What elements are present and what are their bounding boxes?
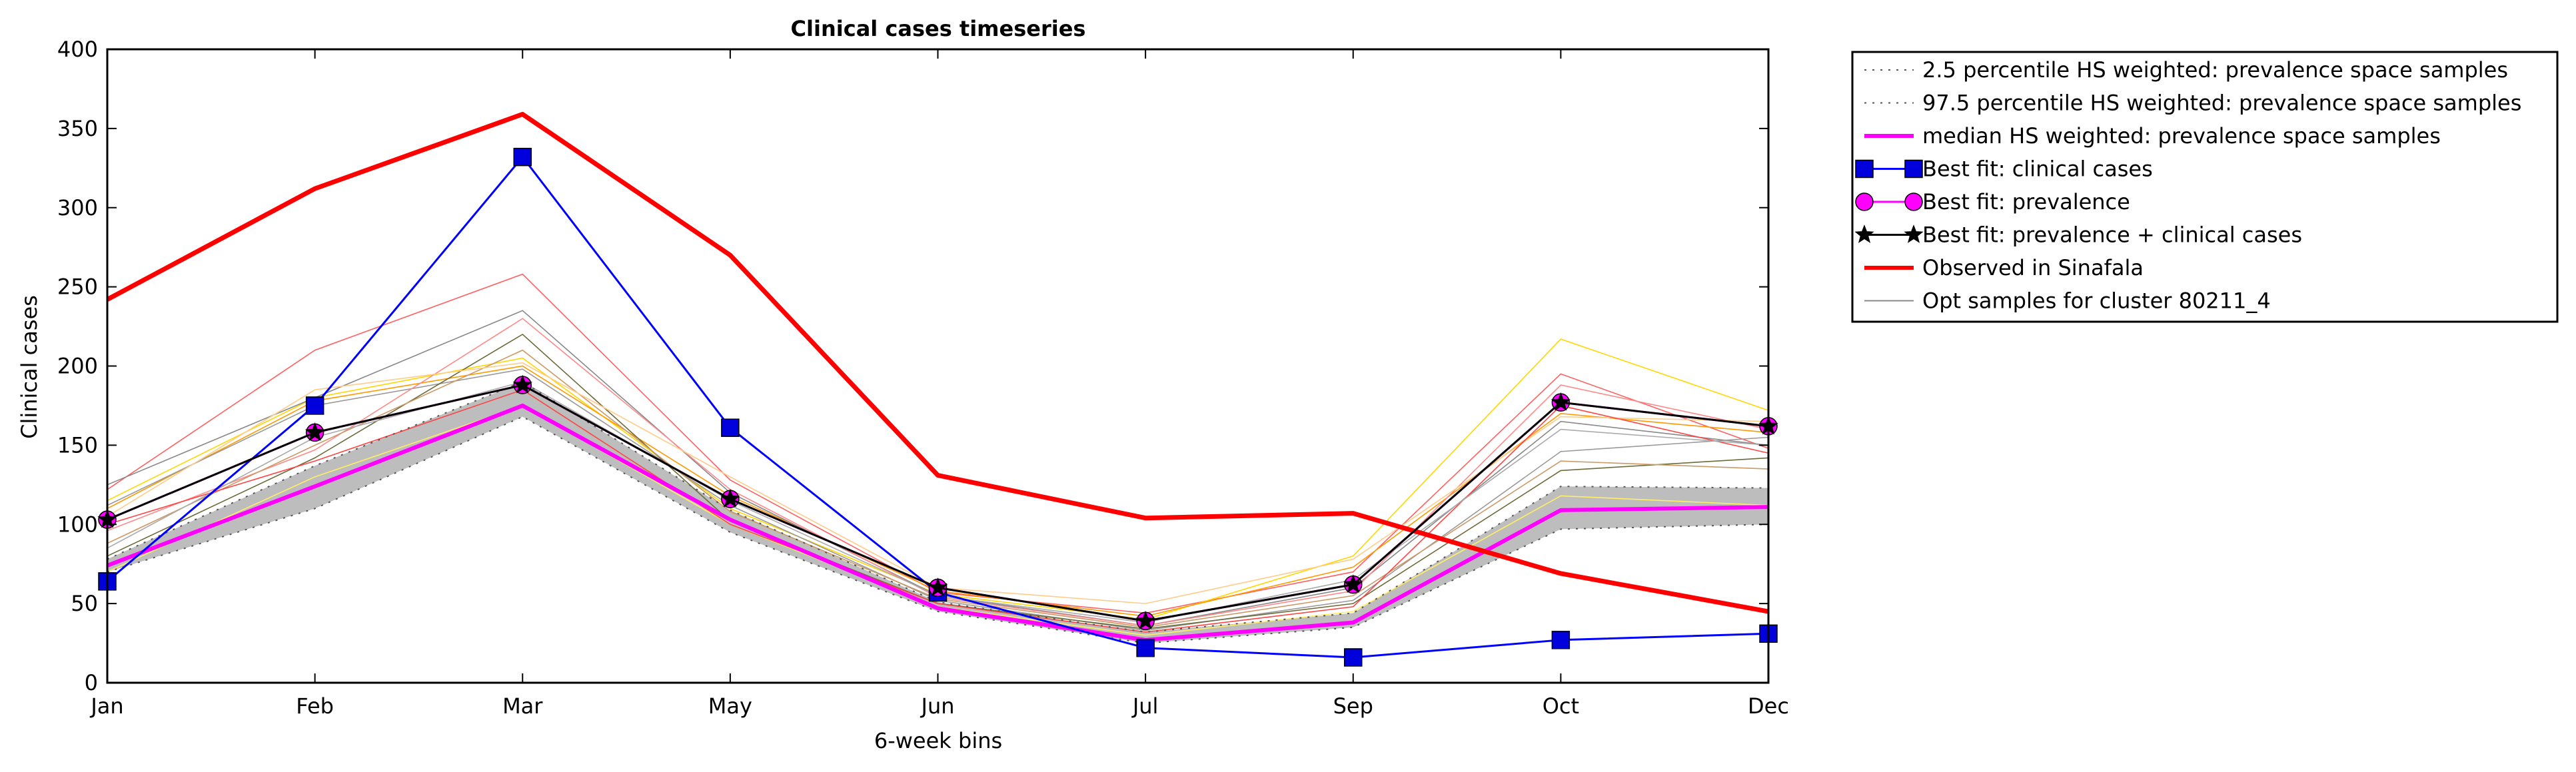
series-2 (107, 381, 1769, 633)
legend-item-5: Best fit: prevalence (1855, 189, 2130, 214)
x-tick-label-1: Jan (89, 693, 123, 719)
series-4-point-7 (1344, 648, 1363, 667)
y-tick-label-8: 350 (57, 116, 98, 141)
x-tick-label-3: Mar (502, 693, 543, 719)
x-axis-label: 6-week bins (874, 728, 1002, 753)
series-6 (97, 374, 1778, 629)
series-4-point-8 (1551, 631, 1571, 649)
y-tick-label-1: 0 (85, 670, 98, 695)
series-line-7 (106, 111, 1769, 614)
legend: 2.5 percentile HS weighted: prevalence s… (1851, 51, 2559, 323)
legend-item-7: Observed in Sinafala (1864, 255, 2144, 280)
series-4-point-3 (513, 147, 532, 167)
y-axis-label: Clinical cases (17, 295, 42, 439)
chart-title: Clinical cases timeseries (791, 16, 1086, 41)
series-6-point-2 (305, 422, 325, 441)
series-3 (106, 403, 1769, 642)
x-tick-label-2: Feb (296, 693, 334, 719)
legend-marker-right-4 (1904, 159, 1923, 179)
x-tick-label-4: May (708, 693, 752, 719)
legend-label-2: 97.5 percentile HS weighted: prevalence … (1922, 91, 2521, 116)
series-6-point-6 (1135, 610, 1155, 629)
series-1 (107, 416, 1769, 644)
legend-label-7: Observed in Sinafala (1922, 255, 2144, 280)
series-6-point-5 (928, 578, 948, 596)
x-tick-label-5: Jun (920, 693, 955, 719)
legend-item-2: 97.5 percentile HS weighted: prevalence … (1864, 91, 2521, 116)
x-tick-label-7: Sep (1333, 693, 1373, 719)
axes: Jan Feb Mar May Jun Jul Sep Oct Dec 0 50 100 150 200 2… (57, 37, 1789, 719)
y-tick-label-7: 300 (57, 195, 98, 220)
y-tick-label-9: 400 (57, 37, 98, 62)
x-tick-label-9: Dec (1748, 693, 1789, 719)
series-6-point-8 (1551, 392, 1571, 411)
series-4-point-6 (1136, 638, 1155, 657)
y-tick-label-4: 150 (57, 432, 98, 458)
legend-box (1851, 51, 2559, 323)
y-tick-label-3: 100 (57, 512, 98, 537)
legend-marker-left-5 (1855, 193, 1874, 211)
y-tick-label-2: 50 (71, 591, 98, 616)
series-line-1 (107, 416, 1769, 644)
legend-label-5: Best fit: prevalence (1922, 189, 2130, 214)
legend-marker-right-5 (1904, 193, 1923, 211)
legend-item-1: 2.5 percentile HS weighted: prevalence s… (1864, 57, 2508, 83)
series-6-point-7 (1343, 574, 1363, 593)
opt-sample-line-11 (107, 389, 1769, 633)
x-tick-label-8: Oct (1543, 693, 1579, 719)
legend-item-4: Best fit: clinical cases (1855, 157, 2153, 182)
legend-label-1: 2.5 percentile HS weighted: prevalence s… (1922, 57, 2508, 83)
legend-label-6: Best fit: prevalence + clinical cases (1922, 222, 2302, 248)
legend-label-4: Best fit: clinical cases (1922, 157, 2153, 182)
legend-item-6: Best fit: prevalence + clinical cases (1854, 222, 2302, 248)
x-tick-label-6: Jul (1131, 693, 1159, 719)
legend-item-8: Opt samples for cluster 80211_4 (1864, 288, 2271, 314)
series-6-point-3 (512, 374, 532, 394)
series-7 (106, 111, 1769, 614)
legend-marker-right-6 (1904, 224, 1924, 243)
series-line-3 (106, 403, 1769, 642)
legend-marker-left-6 (1854, 224, 1874, 243)
y-tick-label-5: 200 (57, 354, 98, 379)
plot-area (97, 111, 1778, 667)
legend-item-3: median HS weighted: prevalence space sam… (1864, 123, 2441, 149)
legend-label-3: median HS weighted: prevalence space sam… (1922, 123, 2441, 149)
series-6-point-4 (720, 488, 740, 508)
series-4-point-2 (305, 396, 324, 415)
series-line-2 (107, 381, 1769, 633)
series-4-point-4 (721, 418, 740, 437)
y-tick-label-6: 250 (57, 274, 98, 300)
legend-label-8: Opt samples for cluster 80211_4 (1922, 288, 2271, 314)
legend-marker-left-4 (1855, 159, 1874, 179)
